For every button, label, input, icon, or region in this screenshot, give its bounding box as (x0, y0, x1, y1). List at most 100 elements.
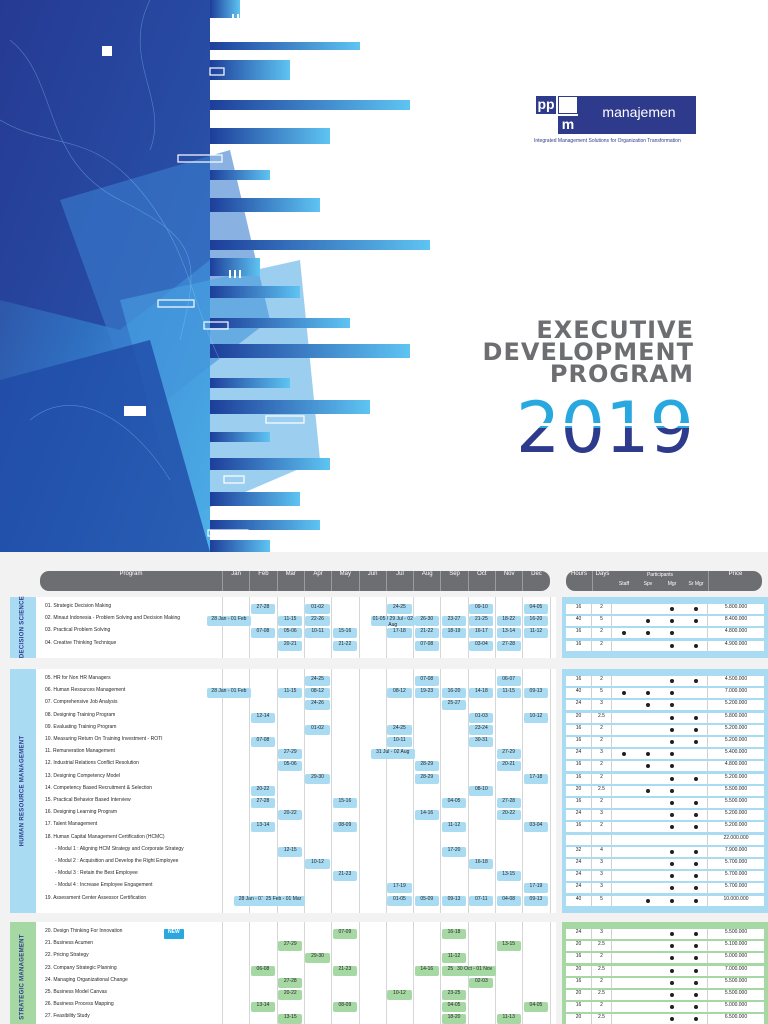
schedule-date: 08-09 (332, 1002, 357, 1013)
schedule-date: 19-23 (414, 688, 439, 699)
schedule-date: 10-11 (387, 737, 412, 747)
fees-row: 16 2 5.000.000 (562, 1001, 768, 1013)
grid-line (467, 597, 469, 658)
grid-line (358, 669, 360, 913)
header-month-jun: Jun (358, 571, 386, 591)
table-row: 14. Competency Based Recruitment & Selec… (10, 785, 556, 797)
grid-line (303, 922, 305, 1024)
grid-line (549, 669, 551, 913)
header-spv: Spv (643, 581, 653, 587)
schedule-date: 07-08 (250, 628, 276, 639)
participants-cells (612, 965, 708, 976)
days-value: 3 (592, 700, 612, 711)
fees-row: 16 2 4.900.000 (562, 640, 768, 652)
hours-value: 40 (566, 688, 592, 699)
days-value: 5 (592, 688, 612, 699)
section-fees-panel: 16 2 4.500.000 40 5 7.000.000 24 3 5.200.000 20 2.… (562, 669, 768, 913)
participants-cells (612, 977, 708, 988)
participant-mark (670, 993, 674, 997)
grid-line (385, 669, 387, 913)
price-value: 5.500.000 (708, 977, 764, 988)
fees-row: 32 4 7.900.000 (562, 846, 768, 858)
table-row: 02. Minaut Indonesia - Problem Solving a… (10, 615, 556, 628)
participant-mark (670, 898, 674, 903)
price-value: 6.500.000 (708, 1014, 764, 1024)
schedule-date: 06-07 (496, 676, 521, 686)
schedule-date: 27-29 (278, 749, 303, 760)
schedule-date: 16-17 (469, 628, 494, 639)
participants-cells (612, 859, 708, 869)
participant-mark (694, 619, 698, 624)
schedule-date: 27-28 (496, 640, 521, 651)
participant-mark (670, 1017, 674, 1022)
grid-line (413, 597, 415, 658)
table-header: Program Jan Feb Mar Apr May Jun Jul Aug Sep Oct No… (40, 571, 550, 591)
participant-mark (670, 631, 674, 636)
logo-letters-top: pp (536, 96, 556, 114)
days-value: 2.5 (592, 785, 612, 796)
schedule-date: 07-09 (332, 929, 357, 939)
header-month-jul: Jul (385, 571, 413, 591)
hours-value: 40 (566, 616, 592, 627)
participants-cells (612, 604, 708, 614)
price-value: 5.000.000 (708, 953, 764, 964)
grid-line (222, 922, 223, 1024)
price-value: 5.500.000 (708, 990, 764, 1000)
fees-row: 40 5 8.400.000 (562, 615, 768, 627)
program-name: 22. Pricing Strategy (45, 952, 89, 959)
price-value: 4.800.000 (708, 761, 764, 772)
section-fees-panel: 24 3 5.500.000 20 2.5 5.100.000 16 2 5.000.000 20… (562, 922, 768, 1024)
days-value: 3 (592, 749, 612, 760)
header-month-sep: Sep (440, 571, 467, 591)
price-value: 5.500.000 (708, 929, 764, 939)
header-mgr: Mgr (667, 581, 677, 587)
schedule-date: 20-22 (278, 990, 303, 1000)
price-value: 8.400.000 (708, 616, 764, 627)
fees-row: 24 3 5.700.000 (562, 858, 768, 870)
schedule-date: 10-11 (305, 628, 330, 639)
schedule-date: 23-24 (469, 724, 494, 735)
schedule-date: 21-23 (332, 871, 357, 882)
header-hours: Hours (570, 571, 587, 577)
schedule-date: 27-28 (496, 798, 521, 808)
days-value: 2 (592, 977, 612, 988)
year-graphic: 2019 (510, 390, 700, 460)
grid-line (276, 922, 278, 1024)
program-name: 01. Strategic Decision Making (45, 603, 112, 609)
fees-row: 20 2.5 6.500.000 (562, 1013, 768, 1024)
days-value: 2 (592, 724, 612, 735)
participant-mark (694, 776, 698, 781)
participants-cells (612, 724, 708, 735)
participant-mark (694, 944, 698, 949)
schedule-date: 02-03 (469, 977, 494, 988)
schedule-date: 10-12 (523, 712, 549, 723)
header-month-aug: Aug (413, 571, 440, 591)
fees-row: 16 2 5.200.000 (562, 736, 768, 748)
participant-mark (670, 980, 674, 985)
participants-cells (612, 628, 708, 639)
schedule-date: 05-06 (278, 761, 303, 772)
participant-mark (646, 619, 650, 624)
fees-row: 16 2 4.500.000 (562, 675, 768, 687)
days-value: 2 (592, 1002, 612, 1013)
days-value: 4 (592, 846, 612, 857)
days-value: 2 (592, 761, 612, 772)
program-name: - Modul 1 : Aligning HCM Strategy and Co… (55, 845, 184, 852)
schedule-date: 12-15 (278, 846, 303, 857)
price-value: 5.800.000 (708, 604, 764, 614)
grid-line (413, 669, 415, 913)
price-value: 5.000.000 (708, 1002, 764, 1013)
participant-mark (694, 607, 698, 611)
program-name: 12. Industrial Relations Conflict Resolu… (45, 760, 139, 767)
schedule-date: 12-14 (250, 712, 276, 723)
days-value: 2 (592, 822, 612, 833)
program-name: 17. Talent Management (45, 821, 98, 828)
participants-cells (612, 810, 708, 821)
schedule-date: 05-06 (278, 628, 303, 639)
fees-row: 20 2.5 5.500.000 (562, 989, 768, 1001)
schedule-date: 03-04 (523, 822, 549, 833)
participant-mark (670, 740, 674, 744)
grid-line (440, 597, 442, 658)
schedule-date: 09-13 (523, 688, 549, 699)
new-badge: NEW (164, 929, 184, 939)
